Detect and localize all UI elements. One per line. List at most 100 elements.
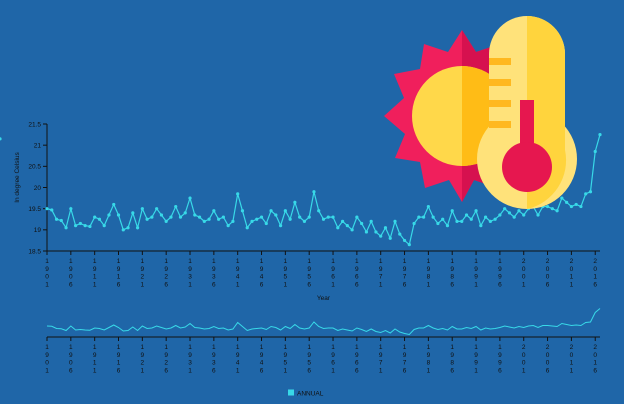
data-point[interactable]	[50, 208, 54, 212]
data-point[interactable]	[197, 215, 202, 219]
data-point[interactable]	[321, 217, 326, 221]
data-point[interactable]	[565, 200, 569, 204]
data-point[interactable]	[340, 219, 345, 223]
data-point[interactable]	[212, 209, 216, 213]
data-point[interactable]	[488, 219, 492, 223]
data-point[interactable]	[312, 190, 316, 194]
data-point[interactable]	[407, 243, 411, 247]
data-point[interactable]	[388, 236, 392, 240]
data-point[interactable]	[350, 228, 354, 232]
data-point[interactable]	[417, 215, 421, 219]
data-point[interactable]	[54, 217, 59, 221]
data-point[interactable]	[579, 204, 583, 209]
data-point[interactable]	[426, 204, 430, 209]
data-point[interactable]	[550, 207, 554, 211]
data-point[interactable]	[164, 219, 168, 223]
data-point[interactable]	[188, 196, 192, 200]
data-point[interactable]	[483, 215, 488, 219]
data-point[interactable]	[174, 204, 178, 209]
data-point[interactable]	[422, 215, 426, 219]
data-point[interactable]	[588, 190, 593, 194]
data-point[interactable]	[78, 221, 82, 226]
data-point[interactable]	[398, 232, 402, 236]
data-point[interactable]	[183, 211, 187, 215]
data-point[interactable]	[450, 209, 454, 213]
data-point[interactable]	[536, 213, 540, 217]
data-point[interactable]	[126, 226, 130, 230]
data-point[interactable]	[374, 230, 378, 234]
data-point[interactable]	[545, 204, 550, 209]
data-point[interactable]	[412, 221, 416, 226]
data-point[interactable]	[155, 207, 159, 211]
data-point[interactable]	[469, 217, 473, 221]
data-point[interactable]	[512, 215, 516, 219]
data-point[interactable]	[0, 137, 2, 141]
data-point[interactable]	[569, 204, 574, 209]
data-point[interactable]	[498, 213, 502, 217]
data-point[interactable]	[202, 219, 206, 223]
data-point[interactable]	[560, 196, 564, 200]
data-point[interactable]	[345, 224, 349, 228]
data-point[interactable]	[278, 224, 283, 228]
data-point[interactable]	[360, 221, 364, 226]
data-point[interactable]	[302, 219, 307, 223]
data-point[interactable]	[479, 224, 483, 228]
data-point[interactable]	[274, 213, 278, 217]
data-point[interactable]	[74, 224, 78, 228]
data-point[interactable]	[326, 215, 330, 219]
data-point[interactable]	[364, 230, 369, 234]
data-point[interactable]	[178, 215, 183, 219]
data-point[interactable]	[83, 224, 87, 228]
data-point[interactable]	[250, 219, 254, 223]
data-point[interactable]	[131, 211, 135, 215]
data-point[interactable]	[259, 215, 264, 219]
data-point[interactable]	[93, 215, 97, 219]
data-point[interactable]	[317, 209, 321, 213]
data-point[interactable]	[369, 219, 373, 223]
data-point[interactable]	[207, 217, 211, 221]
data-point[interactable]	[507, 211, 512, 215]
data-point[interactable]	[393, 219, 397, 223]
data-point[interactable]	[116, 213, 121, 217]
data-point[interactable]	[112, 202, 116, 207]
data-point[interactable]	[169, 215, 173, 219]
data-point[interactable]	[455, 219, 459, 223]
data-point[interactable]	[379, 234, 383, 238]
data-point[interactable]	[436, 221, 440, 226]
data-point[interactable]	[88, 224, 92, 229]
data-point[interactable]	[331, 215, 335, 219]
data-point[interactable]	[555, 209, 559, 213]
data-point[interactable]	[236, 192, 240, 196]
data-point[interactable]	[493, 217, 497, 221]
data-point[interactable]	[584, 192, 588, 196]
data-point[interactable]	[269, 209, 273, 213]
data-point[interactable]	[217, 217, 221, 221]
data-point[interactable]	[226, 224, 230, 228]
data-point[interactable]	[574, 202, 578, 207]
data-point[interactable]	[383, 226, 388, 230]
context-chart[interactable]: 1 9 0 1 1 9 0 6 1 9 1 1 1 9 1 6 1 9 2 1 1 9 2 6 1 9 3 1 1 9 3 6 1 9 4 1 1 9 4 6…	[45, 308, 601, 375]
data-point[interactable]	[264, 221, 268, 226]
data-point[interactable]	[288, 217, 292, 221]
data-point[interactable]	[298, 215, 302, 219]
data-point[interactable]	[517, 209, 521, 213]
data-point[interactable]	[355, 215, 359, 219]
data-point[interactable]	[97, 217, 102, 221]
data-point[interactable]	[431, 215, 435, 219]
data-point[interactable]	[464, 213, 469, 217]
data-point[interactable]	[441, 217, 445, 221]
data-point[interactable]	[145, 217, 149, 221]
data-point[interactable]	[445, 224, 450, 228]
data-point[interactable]	[193, 213, 197, 217]
data-point[interactable]	[69, 207, 73, 211]
data-point[interactable]	[64, 226, 68, 230]
data-point[interactable]	[159, 213, 164, 217]
data-point[interactable]	[102, 224, 106, 228]
data-point[interactable]	[503, 207, 507, 211]
data-point[interactable]	[402, 238, 407, 243]
data-point[interactable]	[283, 209, 287, 213]
data-point[interactable]	[293, 200, 297, 204]
data-point[interactable]	[45, 207, 49, 211]
data-point[interactable]	[221, 215, 225, 219]
data-point[interactable]	[107, 213, 111, 217]
